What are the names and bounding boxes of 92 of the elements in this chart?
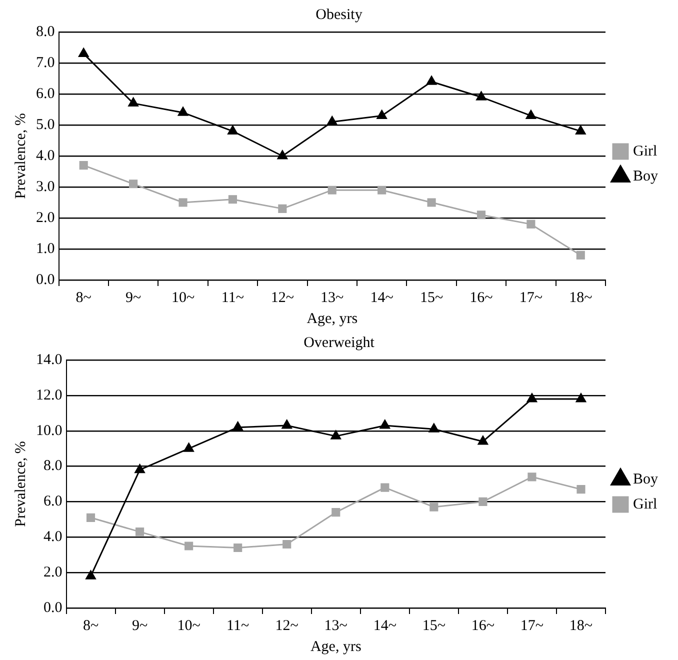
point — [178, 106, 188, 116]
point — [427, 198, 436, 207]
point — [332, 508, 340, 517]
y-tick-label: 4.0 — [36, 148, 55, 164]
y-tick-label: 3.0 — [36, 178, 55, 195]
y-tick-label: 8.0 — [44, 458, 62, 474]
legend-label: Boy — [632, 471, 658, 488]
point — [476, 210, 486, 220]
point — [426, 76, 437, 85]
y-tick-label: 2.0 — [44, 564, 62, 581]
x-tick-label: 16~ — [471, 618, 494, 634]
x-axis-title: Age, yrs — [306, 310, 358, 327]
point — [528, 472, 536, 482]
point — [526, 220, 536, 228]
point — [428, 423, 439, 432]
y-tick-label: 5.0 — [36, 116, 55, 133]
x-tick-label: 17~ — [519, 290, 542, 306]
point — [430, 502, 438, 512]
point — [234, 543, 242, 552]
y-tick-label: 6.0 — [36, 86, 55, 102]
point — [228, 195, 237, 204]
point — [478, 436, 488, 445]
x-tick-label: 16~ — [470, 290, 493, 306]
point — [86, 513, 96, 522]
x-tick-label: 10~ — [171, 290, 195, 306]
point — [526, 110, 536, 119]
x-tick-label: 10~ — [177, 618, 200, 634]
legend-label: Boy — [632, 168, 658, 184]
point — [576, 250, 585, 260]
x-tick-label: 8~ — [76, 290, 92, 306]
x-tick-label: 15~ — [420, 290, 444, 306]
x-tick-label: 9~ — [132, 618, 148, 634]
point — [128, 98, 138, 107]
point — [376, 110, 387, 119]
x-tick-label: 13~ — [324, 618, 348, 634]
chart-title: Obesity — [316, 6, 363, 23]
point — [478, 497, 488, 506]
x-tick-label: 12~ — [270, 290, 294, 306]
x-tick-label: 17~ — [520, 618, 544, 634]
x-tick-label: 13~ — [320, 290, 344, 306]
x-tick-label: 11~ — [226, 618, 250, 634]
x-tick-label: 12~ — [275, 618, 298, 634]
point — [228, 125, 238, 134]
point — [136, 528, 144, 536]
y-tick-label: 6.0 — [44, 494, 62, 510]
x-tick-label: 14~ — [370, 290, 394, 306]
point — [232, 422, 243, 431]
point — [282, 420, 292, 429]
point — [184, 442, 194, 452]
y-tick-label: 12.0 — [36, 387, 62, 404]
y-tick-label: 10.0 — [36, 422, 62, 439]
x-axis-title: Age, yrs — [310, 638, 362, 655]
x-tick-label: 18~ — [569, 290, 592, 306]
x-tick-label: 8~ — [82, 618, 99, 634]
x-tick-label: 9~ — [125, 290, 142, 306]
point — [78, 48, 89, 57]
point — [378, 186, 386, 194]
point — [380, 483, 390, 492]
point — [282, 540, 292, 549]
point — [576, 125, 586, 134]
point — [79, 161, 88, 170]
y-tick-label: 0.0 — [36, 272, 55, 288]
y-tick-label: 8.0 — [36, 24, 55, 40]
x-tick-label: 11~ — [221, 290, 244, 306]
point — [134, 464, 145, 474]
x-tick-label: 15~ — [422, 618, 446, 634]
point — [526, 393, 538, 402]
y-tick-label: 2.0 — [36, 210, 55, 226]
point — [476, 91, 486, 100]
chart-title: Overweight — [304, 334, 376, 351]
y-axis-title: Prevalence, % — [12, 441, 29, 527]
x-tick-label: 18~ — [569, 618, 593, 634]
point — [328, 186, 336, 194]
point — [129, 180, 138, 188]
point — [576, 485, 586, 494]
legend-label: Girl — [632, 496, 658, 512]
y-tick-label: 7.0 — [36, 54, 55, 71]
y-axis-title: Prevalence, % — [12, 113, 29, 199]
point — [178, 198, 188, 207]
point — [327, 116, 338, 126]
point — [184, 542, 194, 550]
legend-label: Girl — [632, 143, 658, 160]
y-tick-label: 4.0 — [44, 529, 62, 546]
point — [576, 393, 586, 402]
x-tick-label: 14~ — [373, 618, 396, 634]
point — [330, 430, 341, 440]
y-tick-label: 1.0 — [36, 240, 55, 257]
y-tick-label: 0.0 — [44, 600, 62, 616]
point — [277, 150, 288, 160]
point — [278, 204, 287, 213]
y-tick-label: 14.0 — [36, 352, 62, 368]
point — [380, 420, 390, 429]
